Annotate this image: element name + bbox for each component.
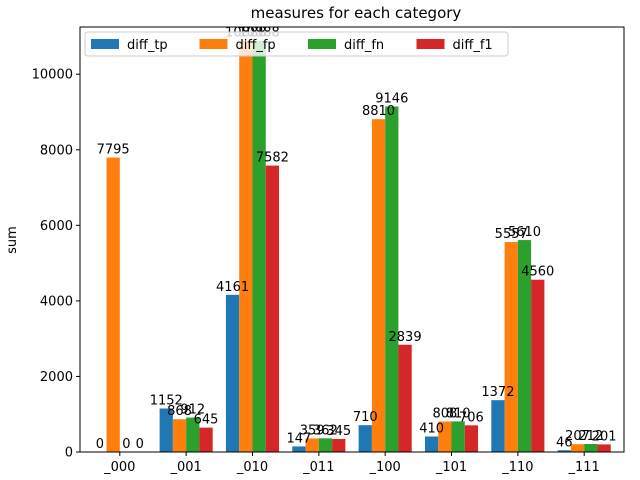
bars-layer — [106, 40, 611, 453]
bar-diff_fp-_001 — [172, 419, 187, 452]
bar-diff_f1-_110 — [531, 279, 545, 452]
y-tick-label-6000: 6000 — [40, 219, 73, 234]
x-tick-label-_001: _001 — [169, 460, 201, 475]
bar-diff_fp-_100 — [371, 119, 386, 453]
data-label-diff_fp-_101: 808 — [432, 406, 457, 421]
x-tick-label-_010: _010 — [236, 460, 268, 475]
data-label-diff_tp-_110: 1372 — [481, 385, 514, 400]
bar-diff_f1-_010 — [265, 165, 280, 452]
y-tick-label-2000: 2000 — [40, 370, 73, 385]
bar-diff_f1-_001 — [199, 427, 213, 452]
bar-diff_fn-_010 — [252, 40, 266, 453]
x-tick-label-_101: _101 — [435, 460, 467, 475]
data-label-diff_tp-_101: 410 — [419, 422, 444, 437]
data-label-diff_fn-_000: 0 — [122, 437, 130, 452]
y-axis-label: sum — [5, 226, 20, 254]
data-label-diff_f1-_001: 645 — [194, 413, 219, 428]
bar-diff_fn-_100 — [385, 106, 399, 452]
legend-swatch-diff_f1 — [416, 39, 445, 49]
bar-diff_fp-_111 — [570, 444, 585, 452]
data-label-diff_tp-_010: 4161 — [216, 280, 249, 295]
x-tick-label-_111: _111 — [568, 460, 600, 475]
data-label-diff_f1-_101: 706 — [459, 410, 484, 425]
bar-diff_fn-_111 — [584, 443, 598, 452]
bar-diff_fn-_110 — [517, 240, 532, 452]
x-tick-label-_110: _110 — [501, 460, 533, 475]
data-label-diff_f1-_010: 7582 — [256, 151, 289, 166]
data-labels-layer: 0115241611477104101372467795868108883598… — [96, 26, 617, 452]
data-label-diff_fn-_110: 5610 — [508, 225, 541, 240]
legend: diff_tp diff_fp diff_fn diff_f1 — [84, 31, 509, 57]
data-label-diff_f1-_110: 4560 — [521, 265, 554, 280]
bar-diff_tp-_101 — [424, 436, 439, 452]
data-label-diff_tp-_000: 0 — [96, 437, 104, 452]
bar-diff_fp-_000 — [106, 157, 120, 452]
legend-label-diff_f1: diff_f1 — [453, 38, 493, 53]
data-label-diff_f1-_100: 2839 — [389, 330, 422, 345]
y-tick-label-0: 0 — [65, 446, 73, 461]
data-label-diff_fn-_111: 212 — [578, 429, 603, 444]
legend-swatch-diff_fp — [199, 39, 228, 49]
bar-diff_f1-_101 — [464, 425, 479, 452]
legend-label-diff_fp: diff_fp — [236, 38, 276, 53]
bar-diff_tp-_110 — [491, 400, 505, 452]
bar-diff_fn-_101 — [451, 421, 465, 452]
bar-diff_fp-_101 — [438, 421, 452, 452]
legend-label-diff_fn: diff_fn — [344, 38, 384, 53]
data-label-diff_f1-_111: 201 — [592, 429, 617, 444]
legend-swatch-diff_fn — [308, 39, 336, 49]
y-tick-label-8000: 8000 — [40, 143, 73, 158]
x-tick-label-_011: _011 — [302, 460, 334, 475]
bar-diff_tp-_001 — [159, 408, 173, 452]
data-label-diff_fn-_100: 9146 — [375, 91, 408, 106]
data-label-diff_tp-_011: 147 — [287, 431, 312, 446]
x-tick-label-_100: _100 — [369, 460, 401, 475]
bar-diff_tp-_011 — [292, 446, 306, 452]
axes-layer: 0 2000 4000 6000 8000 10000 _000 _001 _010 _011 _1… — [32, 26, 625, 475]
bar-diff_tp-_111 — [557, 450, 571, 452]
legend-swatch-diff_tp — [91, 39, 119, 49]
data-label-diff_f1-_000: 0 — [136, 437, 144, 452]
data-label-diff_tp-_001: 1152 — [150, 393, 183, 408]
legend-box — [84, 31, 509, 57]
data-label-diff_fn-_001: 912 — [180, 403, 205, 418]
legend-label-diff_tp: diff_tp — [127, 38, 168, 53]
data-label-diff_fp-_100: 8810 — [362, 104, 395, 119]
bar-diff_tp-_010 — [225, 294, 240, 452]
data-label-diff_fp-_011: 359 — [300, 423, 325, 438]
bar-diff_fn-_011 — [318, 438, 333, 452]
bar-diff_fp-_110 — [504, 242, 518, 452]
bar-diff_fn-_001 — [186, 417, 200, 452]
chart-title: measures for each category — [251, 4, 462, 22]
x-tick-label-_000: _000 — [103, 460, 135, 475]
data-label-diff_tp-_111: 46 — [556, 435, 573, 450]
bar-diff_fp-_011 — [305, 438, 319, 452]
data-label-diff_fn-_101: 810 — [446, 406, 471, 421]
y-tick-label-4000: 4000 — [40, 294, 73, 309]
data-label-diff_fp-_110: 5557 — [495, 227, 528, 242]
data-label-diff_f1-_011: 345 — [326, 424, 351, 439]
data-label-diff_fp-_000: 7795 — [97, 143, 130, 158]
bar-diff_f1-_111 — [597, 444, 611, 452]
data-label-diff_tp-_100: 710 — [353, 410, 378, 425]
bar-diff_f1-_100 — [398, 344, 412, 452]
data-label-diff_fp-_111: 207 — [565, 429, 590, 444]
y-tick-label-10000: 10000 — [32, 68, 73, 83]
bar-diff_f1-_011 — [332, 438, 346, 452]
bar-diff_tp-_100 — [358, 425, 372, 452]
data-label-diff_fn-_011: 362 — [313, 423, 338, 438]
plot-frame — [79, 26, 625, 453]
data-label-diff_fp-_001: 868 — [167, 404, 192, 419]
bar-diff_fp-_010 — [239, 40, 253, 453]
